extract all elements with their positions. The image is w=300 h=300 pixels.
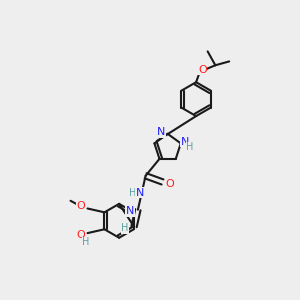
Text: O: O [76,230,85,240]
Text: O: O [165,179,174,189]
Text: N: N [181,137,189,147]
Text: N: N [136,188,144,198]
Text: O: O [76,201,85,211]
Text: H: H [129,188,136,198]
Text: H: H [82,237,90,248]
Text: O: O [198,65,207,75]
Text: H: H [186,142,194,152]
Text: H: H [121,223,128,233]
Text: N: N [157,127,166,137]
Text: N: N [126,206,134,216]
